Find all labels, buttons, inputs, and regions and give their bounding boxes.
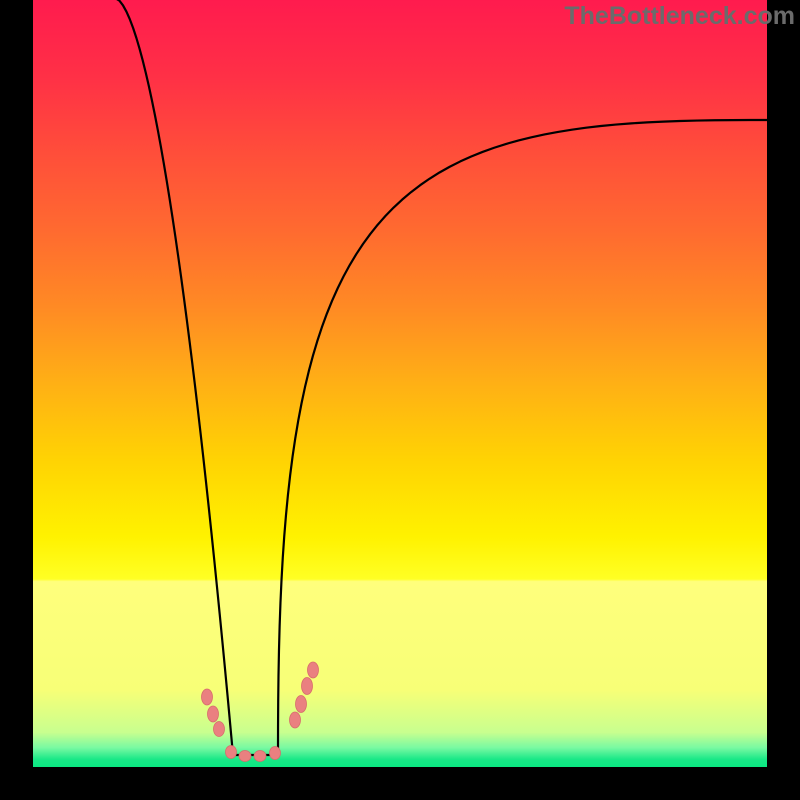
marker-dot bbox=[254, 751, 266, 762]
marker-dot bbox=[302, 678, 313, 695]
marker-dot bbox=[290, 712, 301, 728]
marker-dot bbox=[226, 746, 237, 759]
marker-dot bbox=[239, 751, 251, 762]
marker-dot bbox=[308, 662, 319, 678]
marker-dot bbox=[208, 706, 219, 722]
chart-svg bbox=[33, 0, 767, 767]
plot-area bbox=[33, 0, 767, 767]
marker-dot bbox=[296, 696, 307, 713]
marker-dot bbox=[202, 689, 213, 705]
watermark-text: TheBottleneck.com bbox=[564, 2, 795, 31]
marker-dot bbox=[270, 747, 281, 760]
marker-dot bbox=[214, 722, 225, 737]
gradient-background bbox=[33, 0, 767, 767]
